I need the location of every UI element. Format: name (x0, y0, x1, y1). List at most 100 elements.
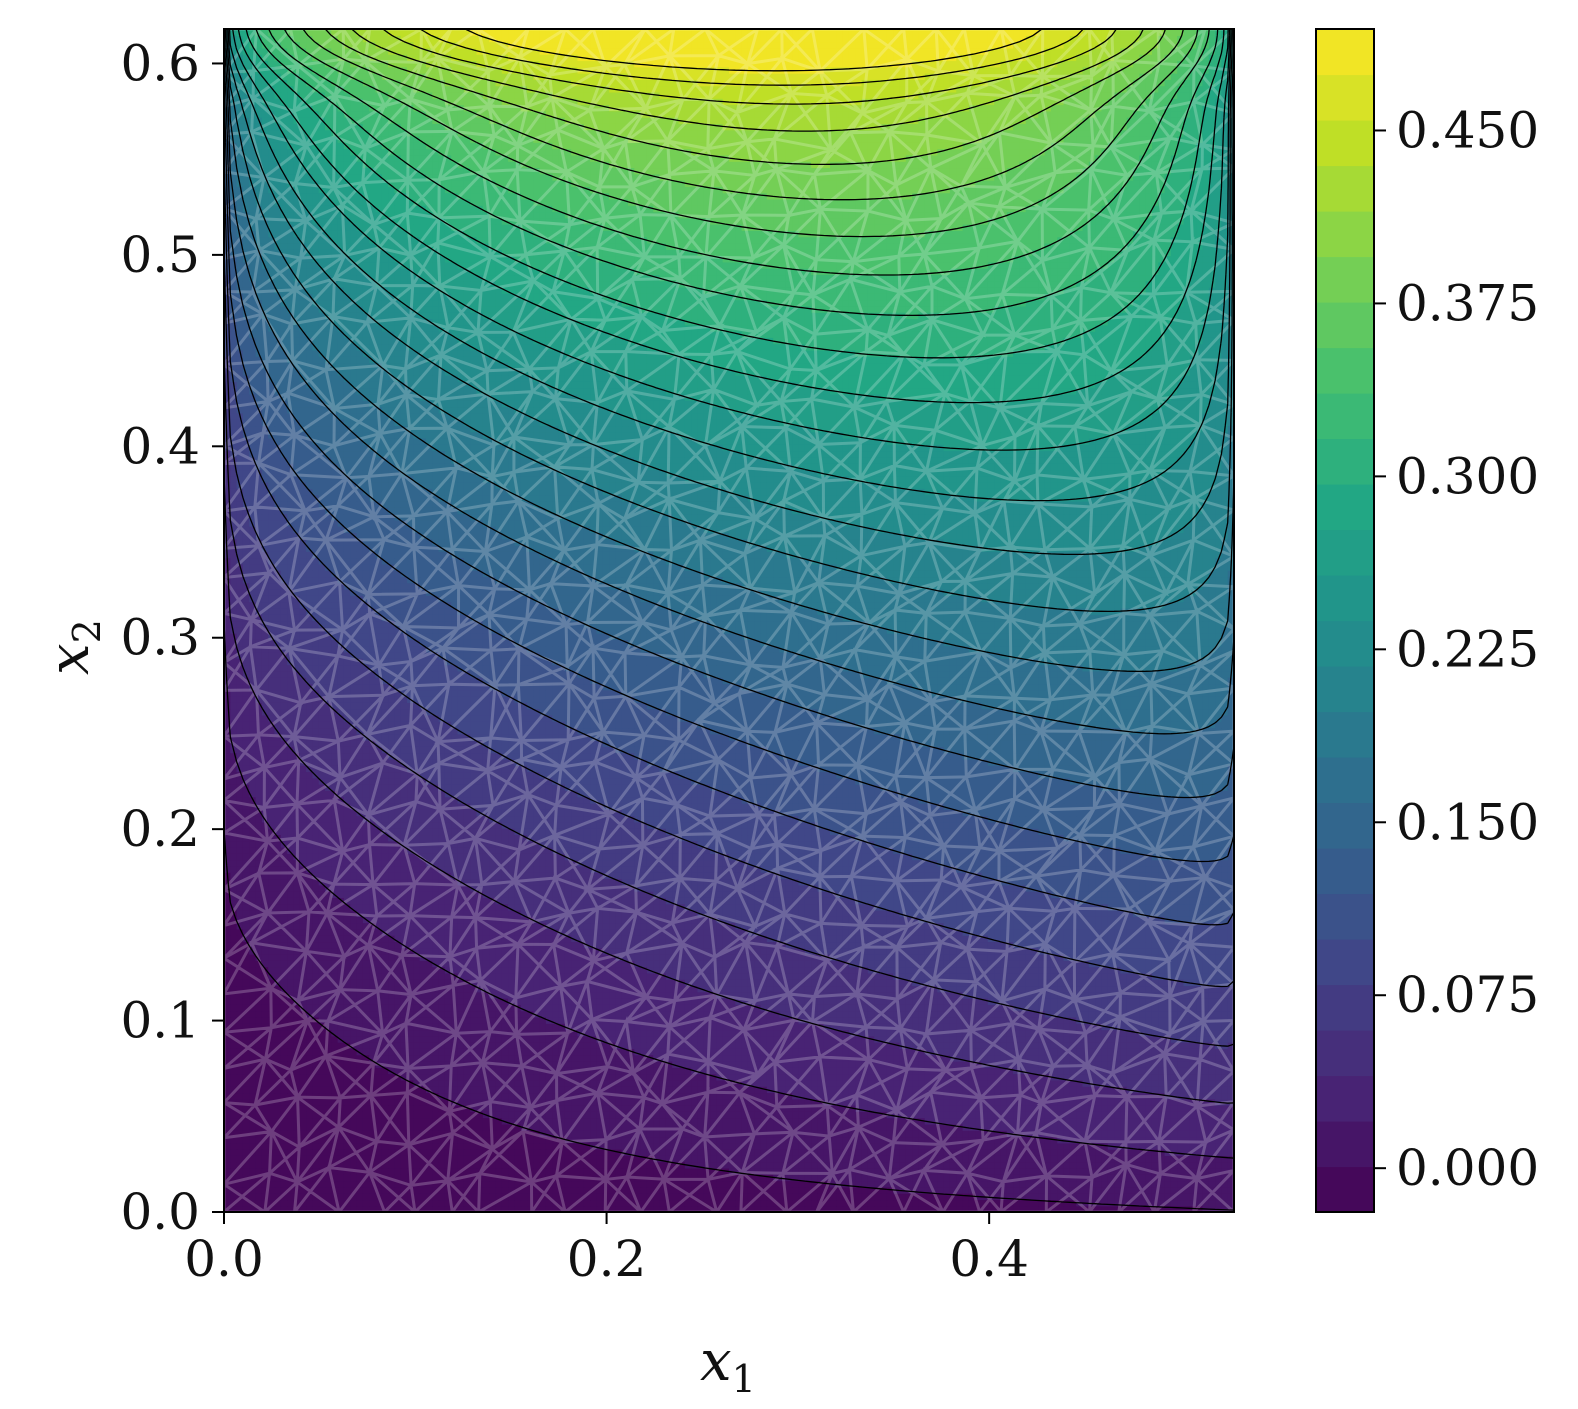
field-cell (1114, 1130, 1121, 1137)
field-cell (565, 1187, 572, 1194)
field-cell (944, 1023, 951, 1030)
field-cell (508, 1042, 515, 1049)
field-cell (881, 1193, 888, 1200)
field-cell (830, 1074, 837, 1081)
field-cell (716, 1105, 723, 1112)
field-cell (1108, 1118, 1115, 1125)
field-cell (470, 1017, 477, 1024)
field-cell (691, 1155, 698, 1162)
field-cell (735, 1111, 742, 1118)
field-cell (944, 1187, 951, 1194)
field-cell (540, 1149, 547, 1156)
field-cell (287, 1111, 294, 1118)
field-cell (300, 1105, 307, 1112)
field-cell (1209, 1080, 1216, 1087)
field-cell (1076, 1080, 1083, 1087)
field-cell (350, 1181, 357, 1188)
field-cell (767, 1074, 774, 1081)
field-cell (275, 1055, 282, 1062)
field-cell (609, 1023, 616, 1030)
field-cell (767, 1080, 774, 1087)
field-cell (230, 1162, 237, 1169)
field-cell (1019, 1168, 1026, 1175)
field-cell (653, 1130, 660, 1137)
field-cell (811, 1174, 818, 1181)
field-cell (230, 1011, 237, 1018)
field-cell (950, 1086, 957, 1093)
field-cell (710, 1162, 717, 1169)
field-cell (634, 1042, 641, 1049)
field-cell (1165, 1118, 1172, 1125)
field-cell (420, 1193, 427, 1200)
field-cell (824, 1067, 831, 1074)
field-cell (956, 1061, 963, 1068)
field-cell (464, 1155, 471, 1162)
field-cell (338, 1193, 345, 1200)
field-cell (1184, 1143, 1191, 1150)
field-cell (268, 1118, 275, 1125)
field-cell (268, 1092, 275, 1099)
field-cell (988, 1143, 995, 1150)
field-cell (495, 1130, 502, 1137)
field-cell (1177, 1181, 1184, 1188)
field-cell (653, 1136, 660, 1143)
field-cell (420, 1017, 427, 1024)
field-cell (1177, 1168, 1184, 1175)
field-cell (666, 1080, 673, 1087)
field-cell (533, 1136, 540, 1143)
field-cell (312, 1048, 319, 1055)
field-cell (780, 1080, 787, 1087)
field-cell (843, 1074, 850, 1081)
field-cell (653, 1048, 660, 1055)
field-cell (811, 1193, 818, 1200)
field-cell (306, 1118, 313, 1125)
field-cell (824, 1061, 831, 1068)
field-cell (578, 1048, 585, 1055)
field-cell (420, 1105, 427, 1112)
field-cell (578, 1168, 585, 1175)
field-cell (691, 1181, 698, 1188)
field-cell (912, 1149, 919, 1156)
field-cell (697, 1155, 704, 1162)
field-cell (489, 1017, 496, 1024)
field-cell (357, 1118, 364, 1125)
field-cell (1190, 1124, 1197, 1131)
field-cell (319, 1105, 326, 1112)
field-cell (477, 1118, 484, 1125)
field-cell (906, 1155, 913, 1162)
field-cell (950, 1118, 957, 1125)
field-cell (723, 1118, 730, 1125)
field-cell (401, 1168, 408, 1175)
field-cell (742, 1061, 749, 1068)
field-cell (798, 1162, 805, 1169)
field-cell (811, 1074, 818, 1081)
field-cell (344, 1030, 351, 1037)
field-cell (237, 1136, 244, 1143)
field-cell (767, 1017, 774, 1024)
field-cell (660, 1042, 667, 1049)
field-cell (350, 1174, 357, 1181)
field-cell (1064, 1168, 1071, 1175)
field-cell (388, 1168, 395, 1175)
field-cell (843, 1155, 850, 1162)
field-cell (874, 1124, 881, 1131)
field-cell (685, 1048, 692, 1055)
field-cell (881, 1067, 888, 1074)
field-cell (344, 1061, 351, 1068)
field-cell (994, 1055, 1001, 1062)
field-cell (767, 1030, 774, 1037)
field-cell (830, 1086, 837, 1093)
field-cell (584, 1118, 591, 1125)
field-cell (868, 1030, 875, 1037)
field-cell (363, 1149, 370, 1156)
field-cell (1108, 1124, 1115, 1131)
field-cell (735, 1155, 742, 1162)
field-cell (514, 1143, 521, 1150)
field-cell (710, 1080, 717, 1087)
field-cell (697, 1118, 704, 1125)
field-cell (306, 1111, 313, 1118)
field-cell (893, 1036, 900, 1043)
field-cell (363, 1199, 370, 1206)
field-cell (1045, 1136, 1052, 1143)
field-cell (1177, 1048, 1184, 1055)
